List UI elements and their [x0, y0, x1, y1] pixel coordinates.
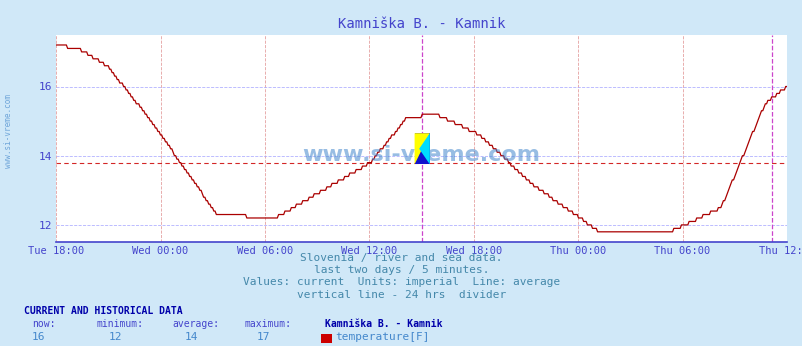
- Text: 14: 14: [184, 332, 198, 342]
- Text: Values: current  Units: imperial  Line: average: Values: current Units: imperial Line: av…: [242, 277, 560, 288]
- Polygon shape: [419, 133, 429, 164]
- Polygon shape: [414, 133, 429, 164]
- Bar: [414, 133, 429, 164]
- Text: www.si-vreme.com: www.si-vreme.com: [4, 94, 13, 169]
- Text: vertical line - 24 hrs  divider: vertical line - 24 hrs divider: [297, 290, 505, 300]
- Text: 16: 16: [32, 332, 46, 342]
- Text: maximum:: maximum:: [245, 319, 292, 329]
- Text: CURRENT AND HISTORICAL DATA: CURRENT AND HISTORICAL DATA: [24, 306, 183, 316]
- Title: Kamniška B. - Kamnik: Kamniška B. - Kamnik: [338, 17, 504, 31]
- Text: Kamniška B. - Kamnik: Kamniška B. - Kamnik: [325, 319, 442, 329]
- Text: last two days / 5 minutes.: last two days / 5 minutes.: [314, 265, 488, 275]
- Text: average:: average:: [172, 319, 220, 329]
- Text: Slovenia / river and sea data.: Slovenia / river and sea data.: [300, 253, 502, 263]
- Text: temperature[F]: temperature[F]: [335, 332, 430, 342]
- Text: now:: now:: [32, 319, 55, 329]
- Text: 12: 12: [108, 332, 122, 342]
- Text: 17: 17: [257, 332, 270, 342]
- Text: www.si-vreme.com: www.si-vreme.com: [302, 145, 540, 165]
- Text: minimum:: minimum:: [96, 319, 144, 329]
